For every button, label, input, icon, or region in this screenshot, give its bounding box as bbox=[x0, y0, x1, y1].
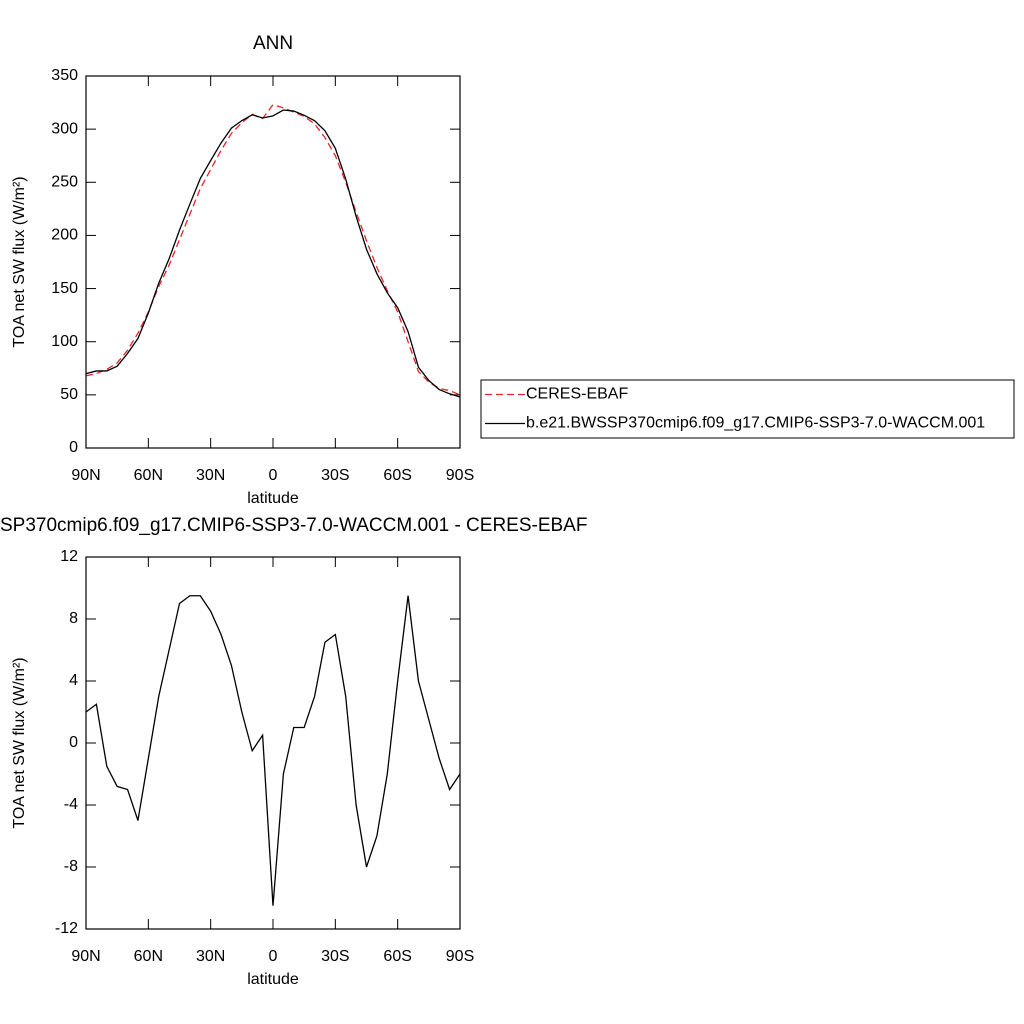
x-tick-label: 90N bbox=[71, 467, 100, 484]
y-tick-label: 8 bbox=[69, 610, 78, 627]
y-tick-label: -12 bbox=[55, 920, 78, 937]
chart-title: SP370cmip6.f09_g17.CMIP6-SSP3-7.0-WACCM.… bbox=[0, 515, 587, 536]
plot-frame bbox=[85, 556, 461, 930]
x-tick-label: 60N bbox=[134, 948, 163, 965]
plot-frame bbox=[85, 75, 461, 449]
x-tick-label: 90N bbox=[71, 948, 100, 965]
y-tick-label: 0 bbox=[69, 439, 78, 456]
y-axis-label: TOA net SW flux (W/m²) bbox=[11, 657, 28, 828]
series-line bbox=[85, 109, 461, 398]
legend-label: CERES-EBAF bbox=[526, 386, 628, 403]
x-tick-label: 0 bbox=[269, 948, 278, 965]
x-axis-label: latitude bbox=[247, 971, 299, 988]
legend-box bbox=[480, 379, 1015, 439]
y-tick-label: 0 bbox=[69, 734, 78, 751]
y-tick-label: 150 bbox=[51, 280, 78, 297]
series-line bbox=[85, 103, 461, 396]
y-tick-label: 200 bbox=[51, 227, 78, 244]
x-tick-label: 90S bbox=[446, 467, 474, 484]
y-tick-label: 250 bbox=[51, 174, 78, 191]
x-tick-label: 60N bbox=[134, 467, 163, 484]
legend-label: b.e21.BWSSP370cmip6.f09_g17.CMIP6-SSP3-7… bbox=[526, 415, 985, 432]
y-axis-label: TOA net SW flux (W/m²) bbox=[11, 176, 28, 347]
y-tick-label: -4 bbox=[64, 796, 78, 813]
x-tick-label: 0 bbox=[269, 467, 278, 484]
x-tick-label: 30S bbox=[321, 948, 349, 965]
y-tick-label: 350 bbox=[51, 67, 78, 84]
y-tick-label: 12 bbox=[60, 548, 78, 565]
x-tick-label: 30N bbox=[196, 467, 225, 484]
x-axis-label: latitude bbox=[247, 490, 299, 507]
series-line bbox=[85, 595, 461, 906]
x-tick-label: 30N bbox=[196, 948, 225, 965]
y-tick-label: 50 bbox=[60, 386, 78, 403]
x-tick-label: 30S bbox=[321, 467, 349, 484]
y-tick-label: -8 bbox=[64, 858, 78, 875]
y-tick-label: 300 bbox=[51, 120, 78, 137]
y-tick-label: 100 bbox=[51, 333, 78, 350]
x-tick-label: 60S bbox=[383, 948, 411, 965]
x-tick-label: 90S bbox=[446, 948, 474, 965]
x-tick-label: 60S bbox=[383, 467, 411, 484]
y-tick-label: 4 bbox=[69, 672, 78, 689]
chart-title: ANN bbox=[253, 33, 293, 54]
